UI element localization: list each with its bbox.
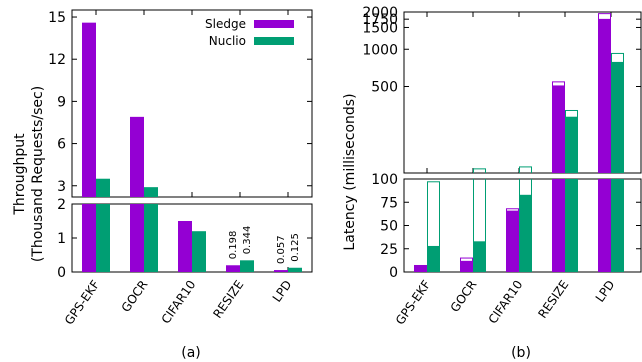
category-label-resize: RESIZE — [210, 278, 246, 321]
chart-a-categories: GPS-EKF GOCR CIFAR10 RESIZE LPD — [62, 278, 295, 328]
chart-b-categories: GPS-EKF GOCR CIFAR10 RESIZE LPD — [393, 278, 618, 328]
bar-nuclio-avg-gocr — [473, 241, 486, 272]
bar-sledge-cifar10 — [178, 221, 192, 272]
legend-swatch-sledge — [254, 20, 294, 28]
upper-bars — [82, 22, 158, 197]
bar-sledge-resize — [226, 265, 240, 272]
y-tick-label: 75 — [380, 195, 398, 211]
chart-a: Throughput (Thousand Requests/sec) 36912… — [12, 9, 313, 361]
bar-sledge-avg-gps-ekf — [414, 265, 427, 272]
bar-nuclio-avg-cifar10 — [519, 194, 532, 272]
y-tick-label: 500 — [371, 80, 398, 96]
data-label-resize-nuclio: 0.344 — [242, 226, 253, 255]
chart-a-lower-panel: 0 1 2 0.198 0.344 0.057 0.125 — [57, 197, 313, 281]
bar-sledge-avg-resize — [552, 179, 565, 272]
y-tick-label: 12 — [48, 52, 66, 68]
upper-panel-frame — [403, 11, 642, 174]
lower-bars — [414, 179, 624, 272]
legend-label-nuclio: Nuclio — [209, 34, 246, 48]
bar-nuclio-tail-gocr — [473, 179, 486, 272]
y-tick-label: 0 — [389, 265, 398, 281]
y-tick-label: 9 — [57, 94, 66, 110]
category-label-gocr: GOCR — [119, 278, 151, 315]
y-tick-label: 1500 — [362, 20, 398, 36]
legend-label-sledge: Sledge — [205, 17, 246, 31]
bar-nuclio-tail-cifar10 — [519, 166, 532, 173]
bar-nuclio-gps-ekf — [96, 204, 110, 272]
y-tick-label: 1000 — [362, 42, 398, 58]
bar-sledge-avg-gocr — [460, 260, 473, 272]
upper-bars — [473, 13, 624, 173]
bar-nuclio-gocr — [144, 204, 158, 272]
y-tick-label: 25 — [380, 242, 398, 258]
y-tick-label: 2 — [57, 197, 66, 213]
category-label-cifar10: CIFAR10 — [486, 278, 526, 327]
y-tick-label: 100 — [371, 172, 398, 188]
category-label-gps-ekf: GPS-EKF — [393, 278, 434, 328]
y-tick-label: 6 — [57, 137, 66, 153]
bar-nuclio-avg-lpd — [611, 179, 624, 272]
bar-nuclio-avg-lpd — [611, 61, 624, 173]
bar-nuclio-tail-gps-ekf — [427, 181, 440, 272]
bar-sledge-gps-ekf — [82, 22, 96, 197]
bar-sledge-gocr — [130, 204, 144, 272]
bar-nuclio-gocr — [144, 187, 158, 197]
bar-sledge-avg-cifar10 — [506, 210, 519, 272]
bar-sledge-avg-resize — [552, 85, 565, 173]
chart-b: Latency (milliseconds) 50010001500175020… — [342, 5, 642, 361]
y-tick-label: 15 — [48, 10, 66, 26]
category-label-resize: RESIZE — [535, 278, 571, 321]
bar-nuclio-lpd — [288, 267, 302, 272]
category-label-cifar10: CIFAR10 — [159, 278, 199, 327]
bar-sledge-gps-ekf — [82, 204, 96, 272]
category-label-gps-ekf: GPS-EKF — [62, 278, 103, 328]
chart-a-ylabel-2: (Thousand Requests/sec) — [30, 86, 46, 262]
bar-sledge-avg-lpd — [598, 18, 611, 173]
category-label-gocr: GOCR — [448, 278, 480, 315]
y-tick-label: 50 — [380, 219, 398, 235]
chart-b-ylabel: Latency (milliseconds) — [342, 93, 358, 250]
chart-a-legend: Sledge Nuclio — [205, 17, 294, 48]
bar-nuclio-cifar10 — [192, 231, 206, 272]
data-label-resize-sledge: 0.198 — [228, 231, 239, 260]
y-tick-label: 3 — [57, 179, 66, 195]
data-label-lpd-nuclio: 0.125 — [290, 233, 301, 262]
bar-sledge-gocr — [130, 116, 144, 197]
lower-bars — [82, 204, 302, 272]
category-label-lpd: LPD — [270, 278, 295, 305]
bar-nuclio-avg-resize — [565, 179, 578, 272]
bar-sledge-avg-lpd — [598, 179, 611, 272]
chart-b-caption: (b) — [511, 345, 531, 361]
legend-swatch-nuclio — [254, 37, 294, 45]
data-label-lpd-sledge: 0.057 — [276, 235, 287, 264]
y-tick-label: 2000 — [362, 5, 398, 21]
bar-nuclio-resize — [240, 260, 254, 272]
bar-nuclio-tail-gocr — [473, 168, 486, 173]
chart-a-upper-panel: 3 6 9 12 15 — [48, 9, 313, 198]
category-label-lpd: LPD — [593, 278, 618, 305]
y-tick-label: 0 — [57, 265, 66, 281]
y-tick-label: 1 — [57, 231, 66, 247]
y-tick-label: 1750 — [362, 12, 398, 28]
bar-nuclio-gps-ekf — [96, 178, 110, 197]
chart-a-ylabel: Throughput — [12, 133, 28, 216]
bar-nuclio-avg-resize — [565, 116, 578, 173]
bar-sledge-lpd — [274, 270, 288, 272]
chart-a-caption: (a) — [181, 345, 201, 361]
chart-b-lower-panel: 0 25 50 75 100 — [371, 172, 642, 281]
bar-nuclio-avg-gps-ekf — [427, 245, 440, 272]
